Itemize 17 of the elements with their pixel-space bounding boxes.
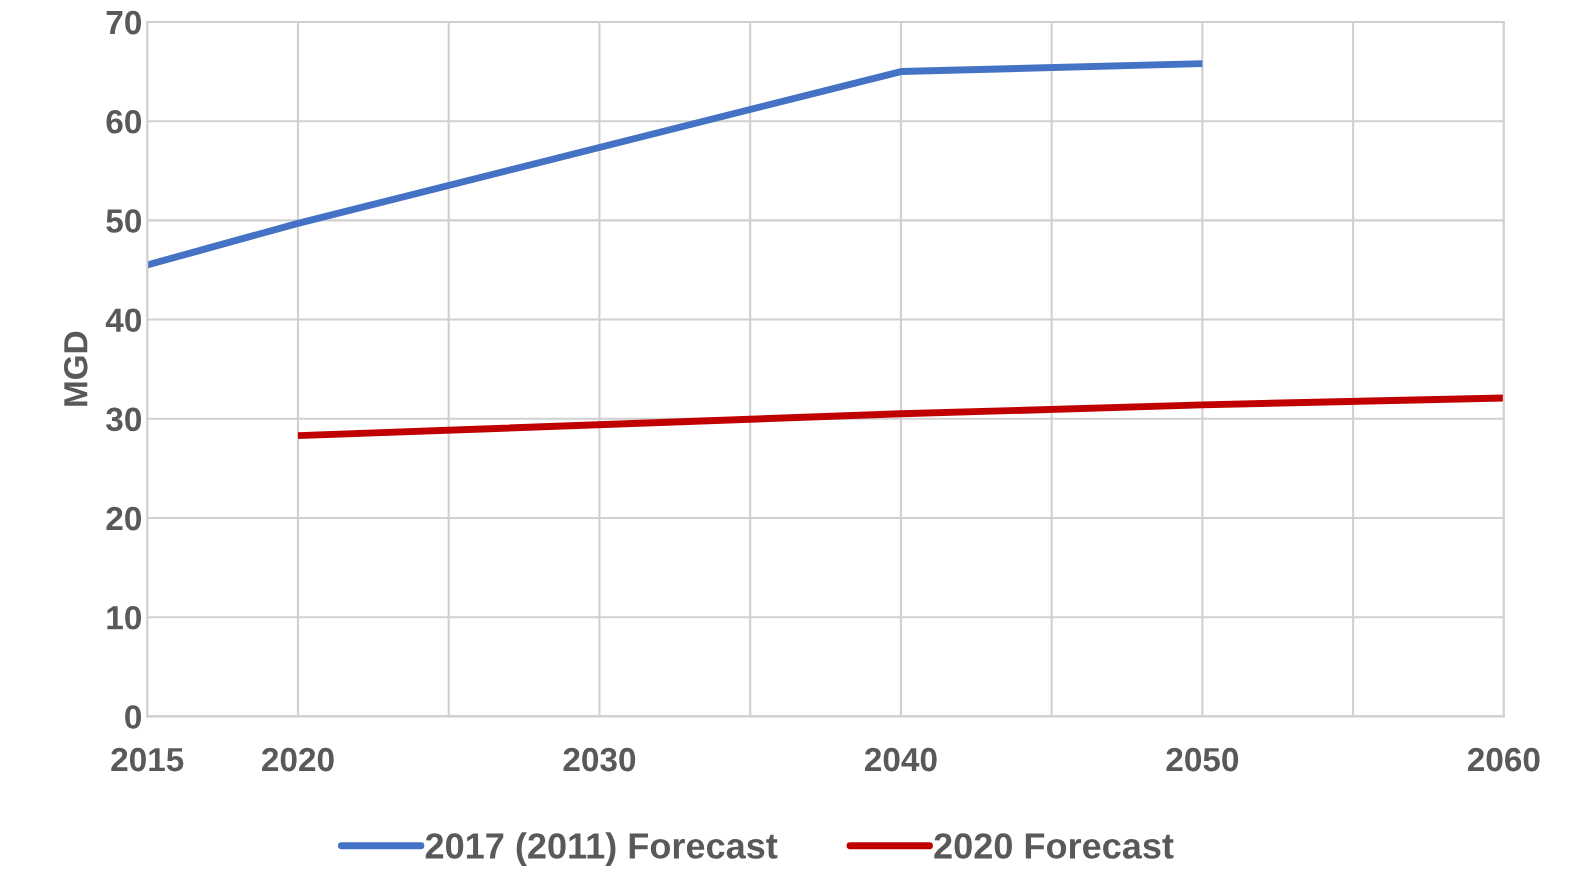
y-tick-label: 30 <box>106 407 141 432</box>
legend-label: 2020 Forecast <box>934 833 1174 859</box>
x-tick-label: 2015 <box>111 747 184 772</box>
x-tick-label: 2060 <box>1467 747 1540 772</box>
x-tick-label: 2040 <box>864 747 937 772</box>
y-tick-label: 50 <box>106 209 141 233</box>
y-tick-label: 70 <box>106 10 141 35</box>
x-tick-label: 2030 <box>563 747 636 772</box>
y-axis-title: MGD <box>63 331 88 406</box>
y-tick-label: 60 <box>106 109 141 134</box>
x-tick-label: 2050 <box>1166 747 1239 772</box>
y-tick-label: 0 <box>125 705 141 729</box>
y-tick-label: 40 <box>105 308 141 332</box>
y-tick-label: 10 <box>107 605 141 630</box>
y-tick-label: 20 <box>106 506 141 531</box>
x-tick-label: 2020 <box>262 747 334 772</box>
legend-label: 2017 (2011) Forecast <box>425 832 778 866</box>
